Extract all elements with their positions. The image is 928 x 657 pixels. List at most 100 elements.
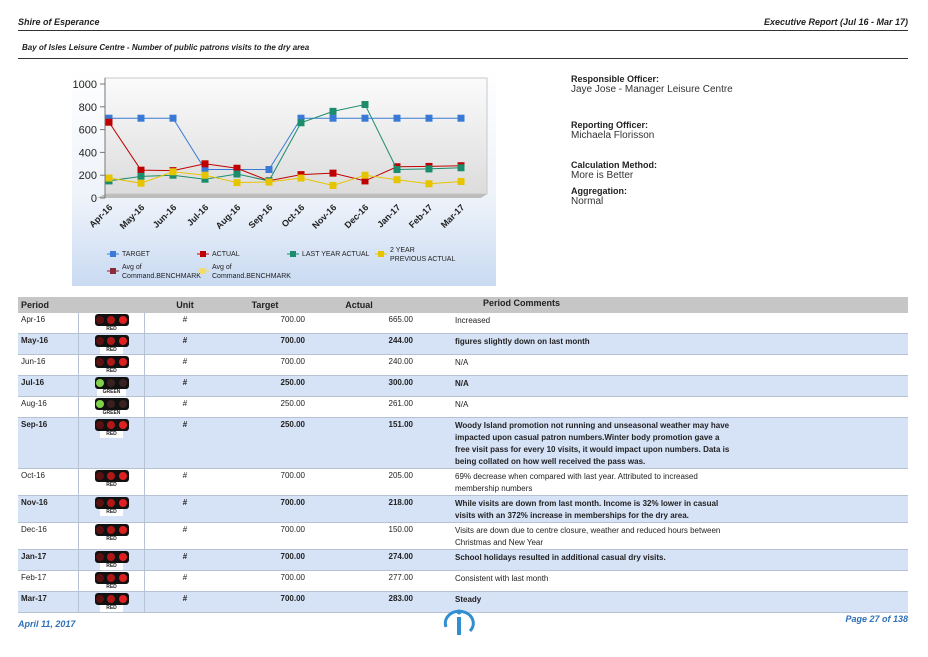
cell: 665.00: [388, 315, 413, 324]
cell: Steady: [455, 595, 482, 604]
point: [425, 114, 433, 122]
status-label: RED: [100, 563, 123, 570]
legend-label-line: Command.BENCHMARK: [122, 273, 201, 280]
cell: #: [182, 378, 188, 387]
status-label: RED: [100, 605, 123, 612]
light-dot: [118, 553, 127, 561]
light-dot: [118, 595, 127, 603]
point: [105, 174, 113, 182]
status-label: GREEN: [96, 389, 127, 396]
traffic-light: [94, 470, 129, 482]
status-label: RED: [100, 368, 123, 375]
legend-label-line: Avg of: [122, 264, 142, 271]
light-dot: [107, 499, 116, 507]
cell: 283.00: [388, 594, 413, 603]
table-row: Aug-16 GREEN #250.00 261.00 N/A: [18, 397, 908, 418]
point: [297, 114, 305, 122]
traffic-light: [94, 377, 129, 389]
legend-swatch: [200, 251, 206, 257]
rule: [18, 30, 908, 31]
status-label: RED: [100, 347, 123, 354]
point: [201, 160, 209, 168]
status-label: RED: [100, 509, 123, 516]
detail: Reporting Officer: Michaela Florisson: [571, 120, 654, 141]
table-row: Jan-17 RED #700.00 274.00 School holidays re…: [18, 550, 908, 571]
light-dot: [96, 499, 105, 507]
point: [457, 177, 465, 185]
table-row: Sep-16 RED #250.00 151.00 Woody Island promo…: [18, 418, 908, 469]
cell: Feb-17: [21, 573, 47, 582]
cell: #: [182, 357, 188, 366]
status-cell: RED: [78, 550, 145, 570]
cell: 700.00: [280, 573, 305, 582]
cell: Jun-16: [21, 357, 46, 366]
point: [457, 114, 465, 122]
legend-label: 2 YEAR PREVIOUS ACTUAL: [390, 247, 455, 263]
point: [297, 174, 305, 182]
cell: 250.00: [280, 378, 305, 387]
status-label: RED: [100, 431, 123, 438]
cell: Consistent with last month: [455, 574, 549, 583]
point: [265, 178, 273, 186]
traffic-light: [94, 593, 129, 605]
traffic-light: [94, 419, 129, 431]
plot-area: [104, 77, 488, 195]
legend-label-line: Avg of: [212, 264, 232, 271]
cell: 274.00: [388, 552, 413, 561]
point: [105, 118, 113, 126]
y-tick-label: 1000: [73, 79, 97, 91]
y-tick-label: 600: [79, 125, 97, 137]
cell: #: [182, 525, 188, 534]
light-dot: [107, 358, 116, 366]
cell: figures slightly down on last month: [455, 337, 590, 346]
legend-label: ACTUAL: [212, 251, 240, 258]
cell: Woody Island promotion not running and u…: [455, 421, 730, 466]
point: [361, 177, 369, 185]
point: [137, 114, 145, 122]
cell: 700.00: [280, 315, 305, 324]
traffic-light: [94, 398, 129, 410]
legend-label: TARGET: [122, 251, 151, 258]
light-dot: [118, 337, 127, 345]
cell: 700.00: [280, 336, 305, 345]
cell: #: [182, 399, 188, 408]
point: [137, 179, 145, 187]
detail: Aggregation: Normal: [571, 186, 627, 207]
series-line: [108, 121, 462, 182]
legend-label: Avg of Command.BENCHMARK: [212, 264, 291, 280]
y-tick-label: 0: [91, 193, 97, 205]
column-header: Actual: [345, 300, 373, 310]
traffic-light: [94, 356, 129, 368]
logo-stem: [457, 617, 461, 635]
traffic-light: [94, 497, 129, 509]
status-label: RED: [100, 584, 123, 591]
light-dot: [96, 379, 105, 387]
column-header: [78, 297, 145, 313]
cell: 250.00: [280, 420, 305, 429]
legend-label: Avg of Command.BENCHMARK: [122, 264, 201, 280]
cell: #: [182, 471, 188, 480]
legend-swatch: [110, 268, 116, 274]
light-dot: [118, 472, 127, 480]
cell: 261.00: [388, 399, 413, 408]
light-dot: [118, 421, 127, 429]
light-dot: [96, 574, 105, 582]
legend-swatch: [290, 251, 296, 257]
table-row: May-16 RED #700.00 244.00 figures slightly d…: [18, 334, 908, 355]
table: Period Unit Target Actual Period Comments Apr…: [18, 297, 908, 613]
legend-label-line: Command.BENCHMARK: [212, 273, 291, 280]
cell: N/A: [455, 400, 469, 409]
point: [361, 114, 369, 122]
legend-label-line: 2 YEAR: [390, 247, 415, 254]
footer-page: Page 27 of 138: [845, 614, 908, 624]
point: [361, 171, 369, 179]
column-header: Period Comments: [483, 298, 561, 308]
cell: 300.00: [388, 378, 413, 387]
point: [201, 171, 209, 179]
cell: School holidays resulted in additional c…: [455, 553, 666, 562]
table-row: Oct-16 RED #700.00 205.00 69% decrease when …: [18, 469, 908, 496]
light-dot: [118, 499, 127, 507]
table-row: Feb-17 RED #700.00 277.00 Consistent with la…: [18, 571, 908, 592]
